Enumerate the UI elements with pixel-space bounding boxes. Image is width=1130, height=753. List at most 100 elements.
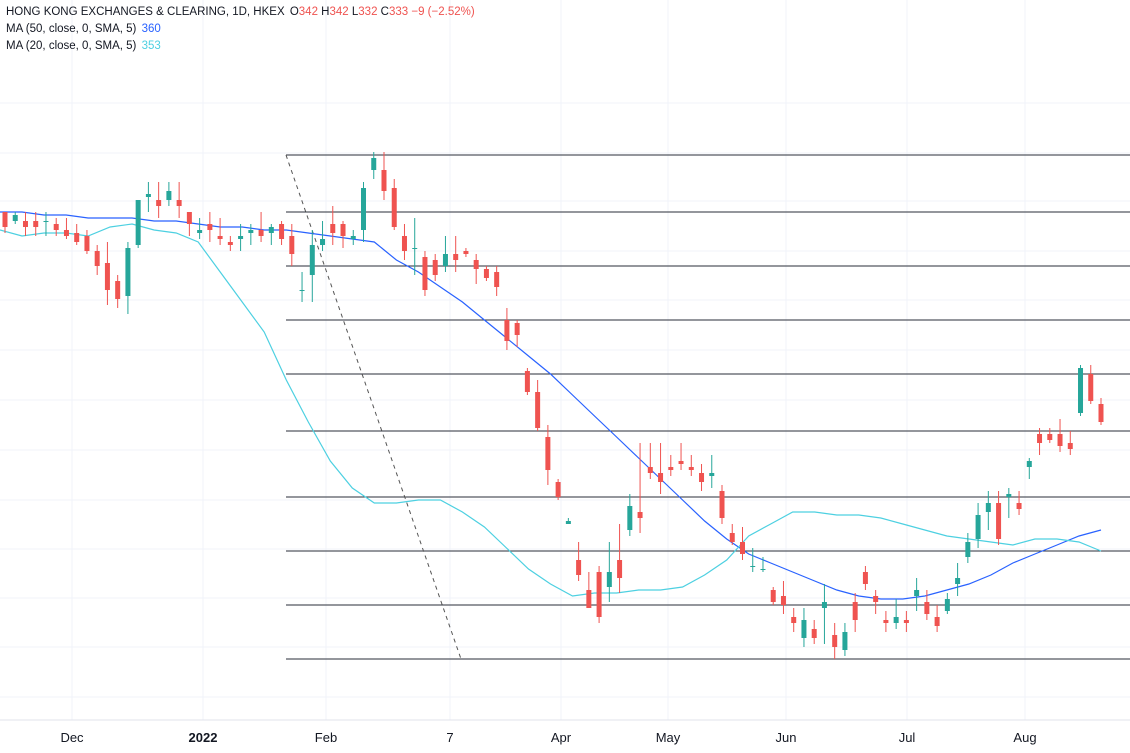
candle	[524, 368, 530, 395]
candle-body	[678, 461, 684, 464]
candle	[862, 566, 868, 590]
candle	[1006, 488, 1012, 518]
x-tick-label: Apr	[551, 730, 572, 745]
candle	[606, 542, 612, 602]
candle-body	[576, 560, 582, 575]
candle-body	[330, 224, 336, 233]
candle	[63, 218, 69, 239]
candle-body	[320, 239, 326, 245]
candle	[197, 218, 203, 239]
candle	[514, 320, 520, 347]
symbol-row[interactable]: HONG KONG EXCHANGES & CLEARING, 1D, HKEX…	[6, 4, 475, 21]
candle-body	[852, 602, 858, 620]
candle	[586, 572, 592, 608]
ma20-value: 353	[141, 40, 161, 52]
candle-body	[996, 503, 1002, 539]
candle	[330, 206, 336, 245]
ohlc-readout: O342 H342 L332 C333 −9 (−2.52%)	[290, 6, 475, 18]
candle-body	[412, 248, 418, 249]
ma50-label: MA (50, close, 0, SMA, 5)	[6, 23, 137, 35]
ma50-line	[0, 211, 1102, 600]
candle-body	[606, 572, 612, 587]
ma20-line	[0, 223, 1102, 597]
candle-body	[739, 542, 745, 554]
candle	[1078, 365, 1084, 416]
candle	[832, 623, 838, 659]
candle-body	[258, 230, 264, 236]
candle	[1088, 365, 1094, 404]
candle-body	[719, 491, 725, 518]
candle	[699, 464, 705, 491]
candle-body	[842, 632, 848, 650]
candle-body	[401, 236, 407, 251]
candle-body	[586, 590, 592, 608]
candle	[289, 224, 295, 266]
candle	[207, 212, 213, 242]
candle-body	[893, 617, 899, 623]
candle-body	[709, 473, 715, 476]
candle	[688, 455, 694, 476]
candle	[647, 443, 653, 479]
ma20-legend-row[interactable]: MA (20, close, 0, SMA, 5) 353	[6, 38, 475, 55]
candle-body	[637, 512, 643, 518]
candle-body	[238, 236, 244, 239]
candle-body	[955, 578, 961, 584]
candle-body	[125, 248, 131, 296]
candle-body	[156, 200, 162, 206]
candle	[94, 245, 100, 275]
x-tick-label: 2022	[189, 730, 218, 745]
candle	[279, 221, 285, 245]
candle-body	[43, 221, 49, 222]
candle	[596, 566, 602, 623]
candle-body	[104, 263, 110, 290]
change-value: −9 (−2.52%)	[411, 6, 475, 18]
candle-body	[350, 236, 356, 239]
candle-body	[145, 194, 151, 197]
candle	[555, 479, 561, 500]
candle	[791, 608, 797, 632]
candle	[617, 524, 623, 593]
x-tick-label: 7	[446, 730, 453, 745]
candle-body	[760, 569, 766, 570]
candle	[811, 620, 817, 644]
candle-body	[791, 617, 797, 623]
candle	[145, 182, 151, 212]
candle	[965, 533, 971, 563]
candle	[719, 485, 725, 524]
ma50-value: 360	[141, 23, 161, 35]
candle	[84, 230, 90, 254]
candle	[914, 578, 920, 611]
candle	[1057, 419, 1063, 452]
candle-body	[12, 215, 18, 221]
trendline-dashed	[285, 154, 462, 660]
ma20-label: MA (20, close, 0, SMA, 5)	[6, 40, 137, 52]
candle	[780, 581, 786, 614]
candle-body	[914, 590, 920, 596]
candle-body	[504, 320, 510, 341]
candle	[227, 236, 233, 251]
high-label: H	[321, 6, 330, 18]
candle	[975, 503, 981, 548]
candle-body	[1026, 461, 1032, 467]
ma50-legend-row[interactable]: MA (50, close, 0, SMA, 5) 360	[6, 21, 475, 38]
candle	[371, 152, 377, 179]
open-value: 342	[298, 6, 318, 18]
candle	[852, 593, 858, 632]
candle	[985, 491, 991, 530]
candle-body	[524, 371, 530, 392]
candle-body	[924, 602, 930, 614]
candle	[739, 527, 745, 560]
candle	[217, 218, 223, 245]
candle	[842, 623, 848, 656]
candle-body	[596, 572, 602, 617]
candle	[186, 212, 192, 236]
chart-grid	[0, 0, 1130, 720]
candle-body	[84, 236, 90, 251]
candle-body	[862, 572, 868, 584]
candle-body	[1078, 368, 1084, 413]
candle	[955, 563, 961, 596]
candle	[535, 380, 541, 431]
candle	[320, 221, 326, 251]
candle	[944, 593, 950, 614]
